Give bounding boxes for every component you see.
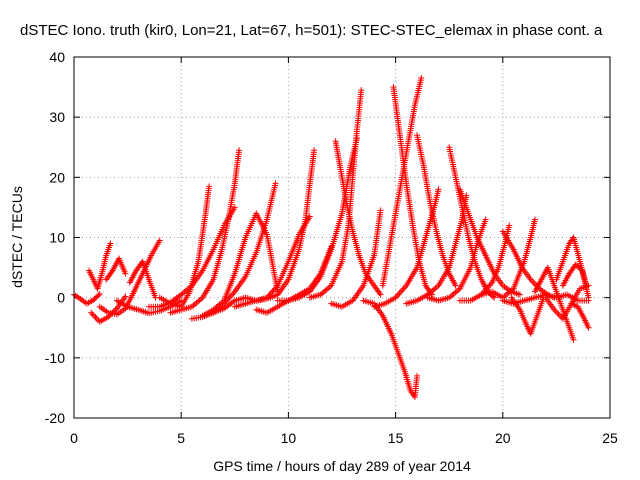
data-point [206, 183, 213, 190]
data-point [585, 324, 592, 331]
series-8 [156, 183, 213, 310]
y-tick-label: 30 [49, 109, 65, 125]
data-point [89, 311, 96, 318]
data-point [272, 180, 279, 187]
series-32 [531, 264, 577, 343]
y-tick-label: -10 [45, 350, 65, 366]
data-point [236, 147, 243, 154]
series-3 [96, 237, 163, 318]
data-point [452, 282, 459, 289]
series-0 [71, 291, 103, 307]
data-point [577, 266, 584, 273]
data-point [400, 285, 407, 292]
x-tick-label: 15 [388, 430, 404, 446]
data-point [91, 312, 98, 319]
data-point [88, 309, 95, 316]
data-point [491, 294, 498, 301]
data-point [489, 293, 496, 300]
y-tick-label: 40 [49, 49, 65, 65]
y-tick-label: 10 [49, 230, 65, 246]
series-29 [478, 216, 538, 301]
data-point [96, 291, 103, 298]
data-point [311, 147, 318, 154]
data-point [112, 306, 119, 313]
data-point [554, 309, 561, 316]
data-point [156, 237, 163, 244]
data-point [95, 292, 102, 299]
data-point [516, 291, 523, 298]
data-point [396, 290, 403, 297]
series-1 [86, 240, 114, 292]
y-tick-label: -20 [45, 410, 65, 426]
data-point [377, 291, 384, 298]
series-18 [328, 207, 384, 310]
data-point [377, 207, 384, 214]
series-14 [253, 243, 335, 316]
y-axis-label: dSTEC / TECUs [9, 186, 25, 288]
x-tick-label: 5 [177, 430, 185, 446]
series-2 [88, 293, 129, 325]
series-36 [568, 300, 592, 331]
series-19 [360, 297, 421, 400]
series-20 [379, 75, 425, 289]
y-tick-label: 20 [49, 169, 65, 185]
data-point [418, 75, 425, 82]
data-point [395, 291, 402, 298]
x-tick-label: 0 [70, 430, 78, 446]
data-point [122, 293, 129, 300]
series-9 [167, 147, 243, 316]
series-35 [559, 261, 592, 301]
series-17 [332, 138, 384, 298]
x-axis-label: GPS time / hours of day 289 of year 2014 [213, 458, 471, 474]
chart-title: dSTEC Iono. truth (kir0, Lon=21, Lat=67,… [20, 22, 603, 39]
series-37 [499, 291, 592, 307]
data-point [231, 204, 238, 211]
series-23 [414, 132, 459, 289]
series-5 [126, 258, 159, 301]
series-28 [456, 186, 523, 298]
data-point [397, 288, 404, 295]
data-point [531, 216, 538, 223]
data-point [570, 336, 577, 343]
data-point [435, 186, 442, 193]
plot-frame [73, 56, 611, 419]
data-markers [71, 75, 592, 400]
data-point [552, 308, 559, 315]
x-tick-label: 10 [281, 430, 297, 446]
series-7 [146, 204, 238, 310]
data-point [358, 87, 365, 94]
data-point [122, 270, 129, 277]
data-point [482, 216, 489, 223]
data-point [530, 279, 537, 286]
series-16 [306, 87, 365, 301]
data-point [92, 314, 99, 321]
data-point [399, 287, 406, 294]
series-31 [508, 294, 547, 337]
data-point [529, 278, 536, 285]
x-tick-label: 20 [495, 430, 511, 446]
series-22 [371, 186, 442, 310]
data-point [506, 222, 513, 229]
data-point [107, 240, 114, 247]
series-4 [103, 255, 129, 283]
data-point [227, 293, 234, 300]
data-point [414, 372, 421, 379]
x-tick-label: 25 [602, 430, 618, 446]
data-point [585, 297, 592, 304]
y-tick-label: 0 [57, 290, 65, 306]
data-point [306, 213, 313, 220]
series-13 [231, 147, 318, 310]
data-point [270, 287, 277, 294]
